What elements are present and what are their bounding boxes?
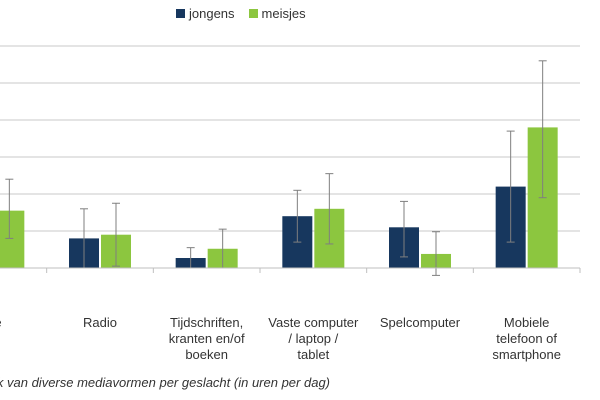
category-label: Radio: [83, 315, 117, 330]
legend: jongens meisjes: [176, 6, 306, 21]
category-label: Spelcomputer: [380, 315, 461, 330]
category-label-line: Radio: [83, 315, 117, 330]
category-label-line: telefoon of: [496, 331, 557, 346]
category-label-line: sie: [0, 315, 2, 330]
category-label-line: Spelcomputer: [380, 315, 461, 330]
category-label-line: smartphone: [492, 347, 561, 362]
bar-meisjes: [0, 210, 25, 268]
category-label: Tijdschriften, kranten en/of boeken: [169, 315, 245, 362]
category-label-line: Mobiele: [504, 315, 550, 330]
x-axis: [0, 267, 581, 273]
legend-item-jongens: jongens: [176, 6, 235, 21]
chart-caption: ik van diverse mediavormen per geslacht …: [0, 375, 331, 390]
category-label-line: kranten en/of: [169, 331, 245, 346]
category-label-line: Vaste computer: [268, 315, 359, 330]
category-label-line: tablet: [297, 347, 329, 362]
gridlines: [0, 45, 580, 232]
category-label: sie: [0, 315, 2, 330]
category-label-line: Tijdschriften,: [170, 315, 243, 330]
legend-swatch-meisjes: [248, 9, 258, 18]
legend-label-meisjes: meisjes: [261, 6, 306, 21]
category-label-line: boeken: [185, 347, 228, 362]
legend-item-meisjes: meisjes: [248, 6, 306, 21]
legend-label-jongens: jongens: [189, 6, 235, 21]
category-labels: sie Radio Tijdschriften,kranten en/ofboeke…: [0, 315, 561, 362]
category-label: Vaste computer / laptop / tablet: [268, 315, 359, 362]
category-label-line: / laptop /: [288, 331, 338, 346]
legend-swatch-jongens: [176, 9, 185, 18]
category-label: Mobiele telefoon of smartphone: [492, 315, 561, 362]
